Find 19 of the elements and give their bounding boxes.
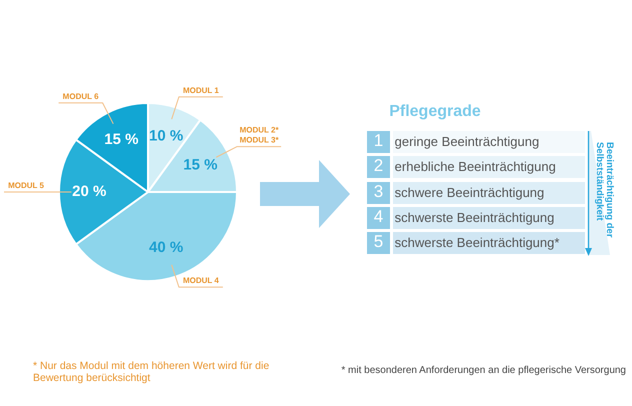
slice-label: MODUL 6	[62, 92, 100, 101]
data-label: 10 %	[149, 127, 184, 144]
category-label: 1 geringe Beeinträchtigung	[372, 130, 540, 152]
data-label: 15 %	[104, 130, 138, 148]
category-label: 4 schwerste Beeinträchtigung	[372, 206, 554, 228]
slice-label: MODUL 1	[182, 86, 220, 95]
category-label: 5 schwerste Beeinträchtigung*	[372, 231, 560, 254]
category-label: 3 schwere Beeinträchtigung	[372, 180, 544, 203]
text: Pflegegrade	[388, 103, 482, 121]
text: * Nur das Modul mit dem höheren Wert wird für die Bewertung berücksichtigt	[33, 360, 270, 384]
data-label: 20 %	[72, 183, 106, 200]
slice-label: MODUL 2* MODUL 3*	[240, 126, 280, 145]
slice-label: MODUL 5	[8, 181, 44, 190]
slice-label: MODUL 4	[182, 276, 220, 286]
text: * mit besonderen Anforderungen an die pflegerische Versorgung	[341, 365, 626, 376]
category-label: 2 erhebliche Beeinträchtigung	[372, 155, 556, 178]
data-label: 15 %	[183, 156, 218, 174]
text: Beeinträchtigung der Selbstständigkeit	[594, 142, 615, 240]
data-label: 40 %	[149, 239, 184, 256]
